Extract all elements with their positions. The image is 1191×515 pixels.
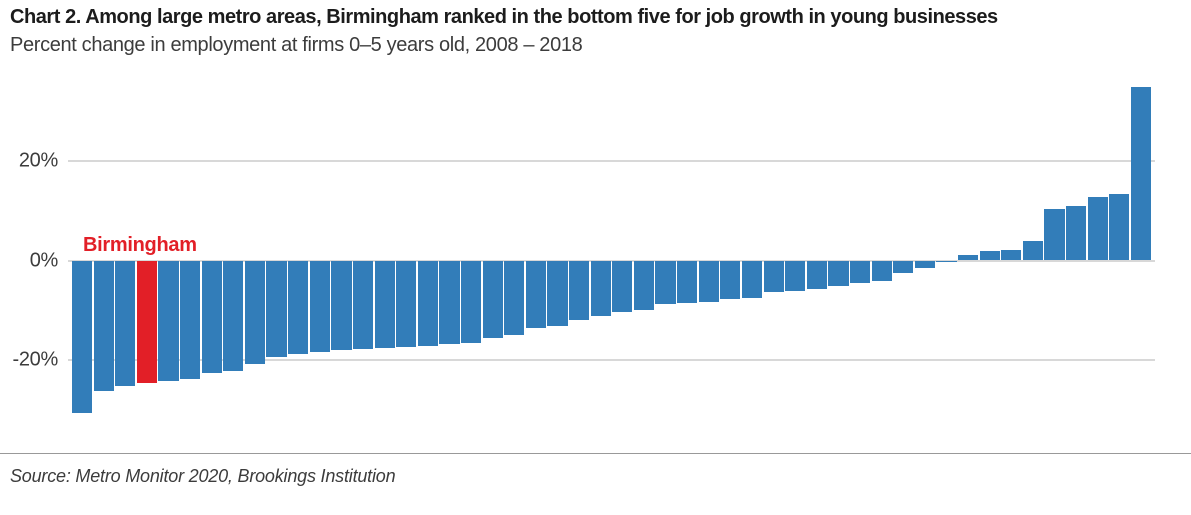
y-axis-label--20%: -20%: [12, 348, 59, 371]
bar: [1066, 206, 1087, 261]
bar: [525, 260, 546, 329]
bar: [352, 260, 374, 349]
source-text: Source: Metro Monitor 2020, Brookings In…: [10, 466, 396, 486]
bar: [244, 260, 266, 364]
bar: [93, 260, 114, 392]
bar: [720, 260, 741, 299]
bar: [460, 260, 482, 344]
bar: [439, 260, 460, 345]
bar: [698, 260, 719, 303]
bar: [266, 260, 287, 358]
bar: [590, 260, 611, 316]
bar: [871, 260, 892, 281]
bar: [396, 260, 417, 347]
bar: [331, 260, 352, 351]
bar: [1130, 87, 1152, 261]
bar: [806, 260, 827, 289]
gridline-20%: [68, 160, 1155, 163]
gridline--20%: [68, 358, 1155, 361]
bar: [1022, 241, 1044, 261]
bar: [655, 260, 676, 304]
bar: [1109, 194, 1130, 261]
bar: [936, 260, 957, 263]
bar: [1001, 250, 1022, 261]
bar: [569, 260, 590, 320]
chart-subtitle: Percent change in employment at firms 0–…: [10, 34, 583, 56]
bar: [547, 260, 568, 326]
bar: [893, 260, 914, 273]
bar: [741, 260, 763, 299]
bar: [223, 260, 244, 372]
birmingham-label: Birmingham: [83, 234, 197, 256]
bar: [633, 260, 655, 311]
bar: [482, 260, 503, 339]
plot-area: 20% 0% -20%: [12, 87, 1155, 414]
bar-birmingham: [136, 260, 158, 383]
bar: [914, 260, 935, 268]
bar: [1087, 197, 1108, 261]
bar: [849, 260, 871, 283]
bar: [201, 260, 222, 373]
y-axis-label-0%: 0%: [29, 249, 59, 271]
bar: [958, 254, 979, 261]
bar: [785, 260, 806, 292]
bar: [309, 260, 330, 352]
bar: [72, 260, 93, 414]
bar: [1044, 209, 1065, 261]
bar: [979, 250, 1000, 261]
bar: [288, 260, 309, 354]
footer-divider: [0, 453, 1191, 454]
bar: [504, 260, 525, 336]
bar: [612, 260, 633, 313]
bar: [828, 260, 849, 286]
bar: [374, 260, 395, 348]
bar: [158, 260, 179, 381]
bar: [763, 260, 784, 292]
y-axis-label-20%: 20%: [18, 149, 58, 172]
bar: [417, 260, 438, 346]
bar: [180, 260, 201, 379]
chart-title: Chart 2. Among large metro areas, Birmin…: [10, 6, 998, 28]
bar: [677, 260, 698, 304]
gridline-0%: [68, 259, 1155, 262]
bar: [115, 260, 136, 386]
